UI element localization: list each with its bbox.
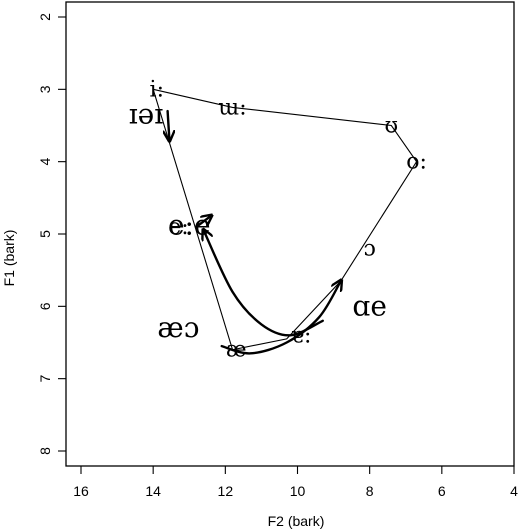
diphthong-annotation: ɑe xyxy=(352,289,387,322)
vowel-label: ʊ xyxy=(384,114,398,139)
x-tick-label: 10 xyxy=(290,483,306,499)
x-tick-label: 12 xyxy=(218,483,234,499)
vowel-label: i: xyxy=(150,77,164,102)
x-tick-label: 14 xyxy=(145,483,161,499)
diphthong-trajectory xyxy=(195,216,210,228)
plot-area: i: ɯ: ʊ o: e: ɔ ɐ: æ ɪəɪ e:e æɔ ɑe xyxy=(129,77,427,362)
y-tick-label: 2 xyxy=(37,13,53,21)
x-tick-label: 6 xyxy=(438,483,446,499)
x-tick-label: 4 xyxy=(510,483,518,499)
diphthong-annotation: e:e xyxy=(168,208,211,241)
y-tick-label: 7 xyxy=(37,375,53,383)
diphthong-annotation: æɔ xyxy=(157,311,199,344)
y-tick-label: 6 xyxy=(37,302,53,310)
y-axis: 2 3 4 5 6 7 8 xyxy=(37,13,66,455)
diphthong-annotation: ɪəɪ xyxy=(129,98,164,131)
vowel-label: ɯ: xyxy=(218,95,246,120)
x-tick-label: 16 xyxy=(73,483,89,499)
y-tick-label: 4 xyxy=(37,158,53,166)
vowel-label: æ xyxy=(226,338,247,363)
diphthong-trajectory xyxy=(220,281,341,355)
diphthong-trajectory xyxy=(204,230,324,337)
vowel-polygon xyxy=(152,88,418,351)
y-axis-title: F1 (bark) xyxy=(1,230,17,287)
x-axis-title: F2 (bark) xyxy=(268,513,325,529)
x-tick-label: 8 xyxy=(366,483,374,499)
plot-frame xyxy=(65,1,515,467)
diphthong-trajectory xyxy=(168,109,170,140)
vowel-label: o: xyxy=(406,150,427,175)
y-tick-label: 3 xyxy=(37,85,53,93)
vowel-label: ɐ: xyxy=(291,323,312,348)
x-axis: 16 14 12 10 8 6 4 xyxy=(73,466,518,499)
vowel-label: ɔ xyxy=(364,236,376,261)
y-tick-label: 5 xyxy=(37,230,53,238)
vowel-label: e: xyxy=(168,215,188,240)
y-tick-label: 8 xyxy=(37,447,53,455)
